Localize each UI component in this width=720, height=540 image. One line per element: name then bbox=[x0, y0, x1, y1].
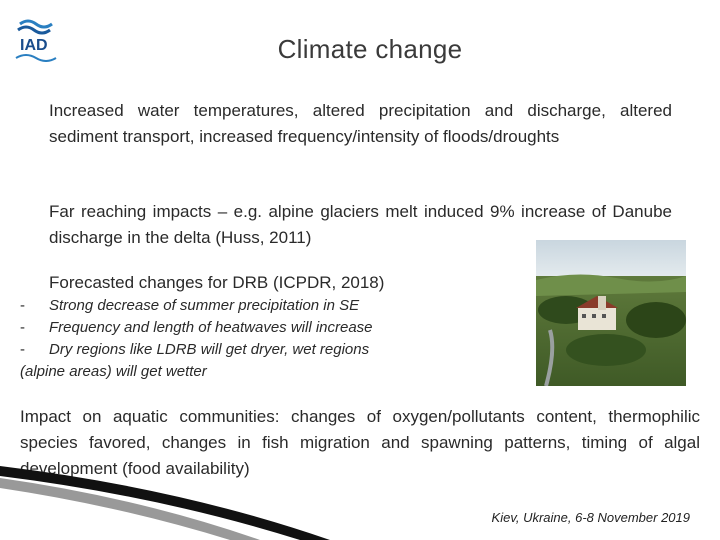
bullet-3: Forecasted changes for DRB (ICPDR, 2018) bbox=[28, 270, 498, 296]
bullet-3-text: Forecasted changes for DRB (ICPDR, 2018) bbox=[49, 273, 385, 292]
bullet-1: Increased water temperatures, altered pr… bbox=[28, 98, 672, 150]
iad-wave-logo-icon: IAD bbox=[15, 19, 57, 62]
footer-event-info: Kiev, Ukraine, 6-8 November 2019 bbox=[491, 510, 690, 525]
sub-item: (alpine areas) will get wetter bbox=[20, 363, 207, 380]
sub-item: - Dry regions like LDRB will get dryer, w… bbox=[20, 341, 370, 358]
bullet-2-text: Far reaching impacts – e.g. alpine glaci… bbox=[49, 202, 672, 247]
impact-paragraph: Impact on aquatic communities: changes o… bbox=[20, 407, 700, 478]
sub-item: - Strong decrease of summer precipitation… bbox=[20, 297, 360, 314]
iad-logo: IAD bbox=[12, 14, 68, 62]
slide-title: Climate change bbox=[277, 34, 463, 64]
bullet-1-text: Increased water temperatures, altered pr… bbox=[49, 101, 672, 146]
sub-item: - Frequency and length of heatwaves will … bbox=[20, 319, 373, 336]
decorative-swoosh bbox=[0, 466, 330, 540]
svg-text:IAD: IAD bbox=[20, 37, 48, 54]
bullet-2: Far reaching impacts – e.g. alpine glaci… bbox=[28, 199, 672, 251]
castle-aerial-photo bbox=[536, 240, 686, 386]
